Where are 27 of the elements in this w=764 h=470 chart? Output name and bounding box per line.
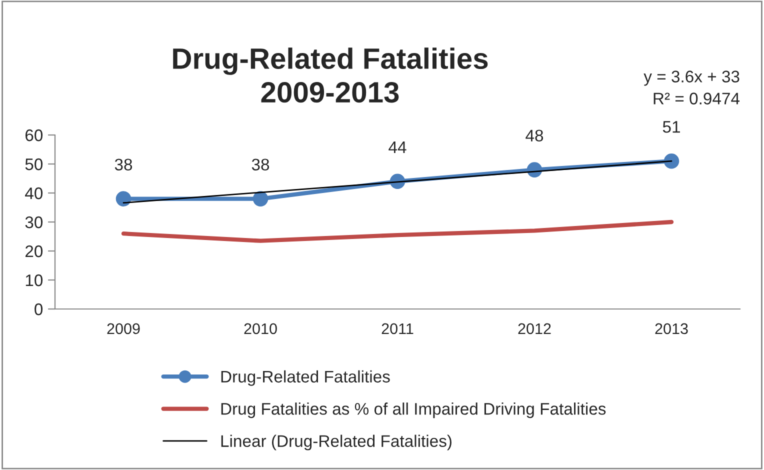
text: R² = 0.9474: [654, 92, 740, 104]
data-label: 48: [526, 130, 544, 142]
y-tick-label: 30: [25, 216, 43, 228]
y-tick-label: 0: [34, 303, 43, 316]
y-tick-label: 10: [26, 274, 43, 286]
data-label: 38: [252, 158, 270, 171]
x-tick-label: 2013: [655, 323, 688, 334]
x-tick-label: 2012: [518, 323, 551, 334]
chart-title: Drug-Related Fatalities 2009-2013: [173, 48, 488, 103]
legend-label: Drug-Related Fatalities: [221, 370, 390, 386]
legend-label: Linear (Drug-Related Fatalities): [221, 434, 452, 450]
y-tick-label: 20: [25, 245, 43, 258]
point: [116, 191, 132, 206]
y-tick-label: 40: [25, 187, 43, 200]
x-tick-label: 2009: [107, 323, 140, 334]
y-tick-label: 60: [26, 129, 43, 142]
x-tick-label: 2010: [244, 323, 277, 334]
data-label: 44: [388, 141, 406, 153]
y-tick-label: 50: [25, 158, 43, 170]
data-label: 51: [662, 121, 680, 133]
point: [664, 153, 680, 169]
point: [252, 191, 268, 206]
x-tick-label: 2011: [382, 323, 414, 334]
line-series: [121, 220, 674, 243]
text: y = 3.6x + 33: [644, 70, 740, 86]
data-label: 38: [114, 158, 132, 171]
legend-label: Drug Fatalities as % of all Impaired Driving Fatalities: [221, 402, 606, 418]
